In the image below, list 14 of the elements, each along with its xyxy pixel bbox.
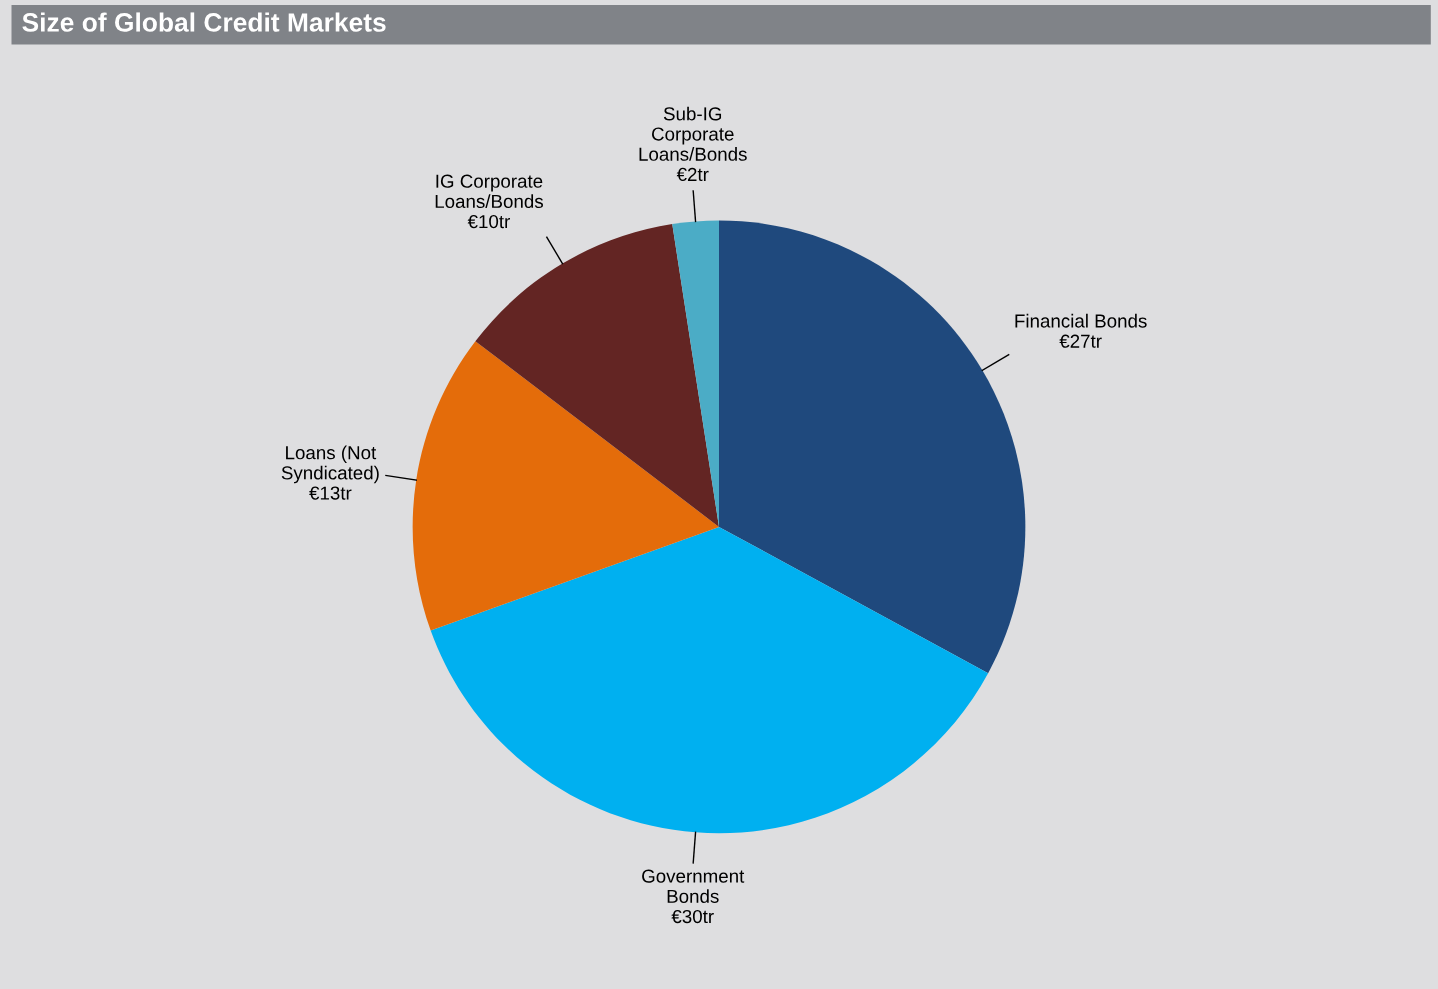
data-label: €27tr [1059,334,1102,348]
slice-label: Financial Bonds [1015,313,1147,328]
slice-label: Loans (Not Syndicated) [281,445,379,484]
pie-slice [412,341,719,631]
slice-label: IG Corporate Loans/Bonds [435,174,543,209]
pie-slice [672,220,719,527]
pie-slice [430,526,989,834]
data-label: €2tr [676,167,709,182]
slice-label: Government Bonds [642,869,745,903]
data-label: €30tr [671,909,714,924]
data-label: €10tr [467,214,510,229]
data-label: €13tr [309,486,352,500]
chart-title: Size of Global Credit Markets [22,12,386,32]
slice-label: Sub-IG Corporate Loans/Bonds [639,106,747,161]
